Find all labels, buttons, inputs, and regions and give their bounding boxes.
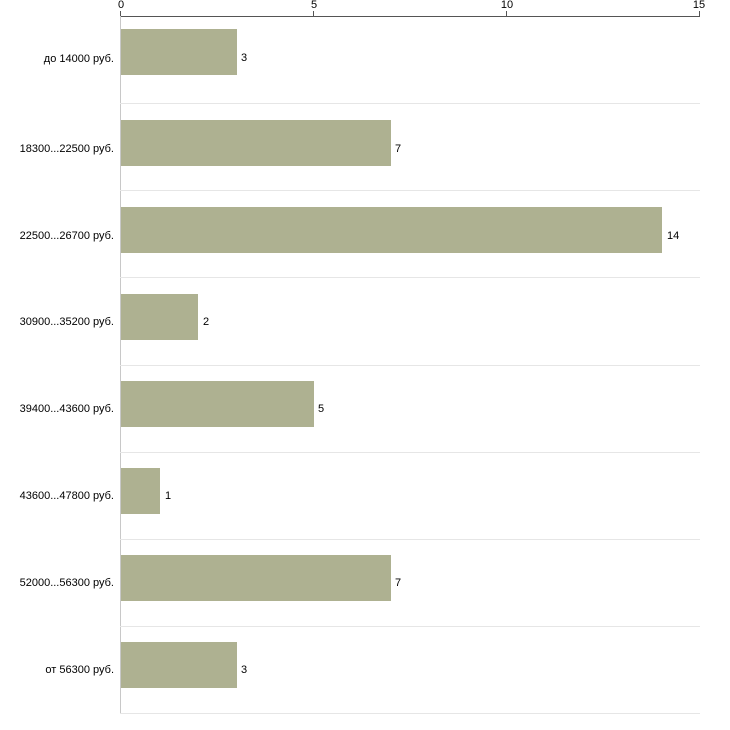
bar-value-0: 3 xyxy=(241,52,248,64)
category-label-5: 43600...47800 руб. xyxy=(19,490,114,502)
category-label-7: от 56300 руб. xyxy=(45,664,114,676)
bar-3 xyxy=(121,294,198,340)
x-tick-mark-0 xyxy=(120,11,121,16)
row-separator xyxy=(120,103,700,104)
bar-value-2: 14 xyxy=(667,230,680,242)
x-tick-label-3: 15 xyxy=(692,0,706,11)
category-label-6: 52000...56300 руб. xyxy=(19,577,114,589)
bar-4 xyxy=(121,381,314,427)
row-separator xyxy=(120,713,700,714)
bar-value-5: 1 xyxy=(165,490,172,502)
bar-value-1: 7 xyxy=(395,143,402,155)
x-tick-label-2: 10 xyxy=(500,0,514,11)
bar-5 xyxy=(121,468,160,514)
x-tick-mark-2 xyxy=(506,11,507,16)
category-label-4: 39400...43600 руб. xyxy=(19,403,114,415)
bar-6 xyxy=(121,555,391,601)
x-tick-label-0: 0 xyxy=(117,0,125,11)
category-label-3: 30900...35200 руб. xyxy=(19,316,114,328)
bar-0 xyxy=(121,29,237,75)
row-separator xyxy=(120,539,700,540)
row-separator xyxy=(120,190,700,191)
bar-value-4: 5 xyxy=(318,403,325,415)
row-separator xyxy=(120,626,700,627)
category-label-0: до 14000 руб. xyxy=(43,53,114,65)
row-separator xyxy=(120,452,700,453)
x-tick-mark-3 xyxy=(699,11,700,16)
bar-7 xyxy=(121,642,237,688)
category-label-2: 22500...26700 руб. xyxy=(19,230,114,242)
bar-value-3: 2 xyxy=(203,316,210,328)
x-tick-label-1: 5 xyxy=(310,0,318,11)
bar-2 xyxy=(121,207,662,253)
x-tick-mark-1 xyxy=(313,11,314,16)
row-separator xyxy=(120,277,700,278)
bar-value-6: 7 xyxy=(395,577,402,589)
category-label-1: 18300...22500 руб. xyxy=(19,143,114,155)
bar-1 xyxy=(121,120,391,166)
row-separator xyxy=(120,365,700,366)
bar-value-7: 3 xyxy=(241,664,248,676)
x-axis-line xyxy=(120,16,700,17)
